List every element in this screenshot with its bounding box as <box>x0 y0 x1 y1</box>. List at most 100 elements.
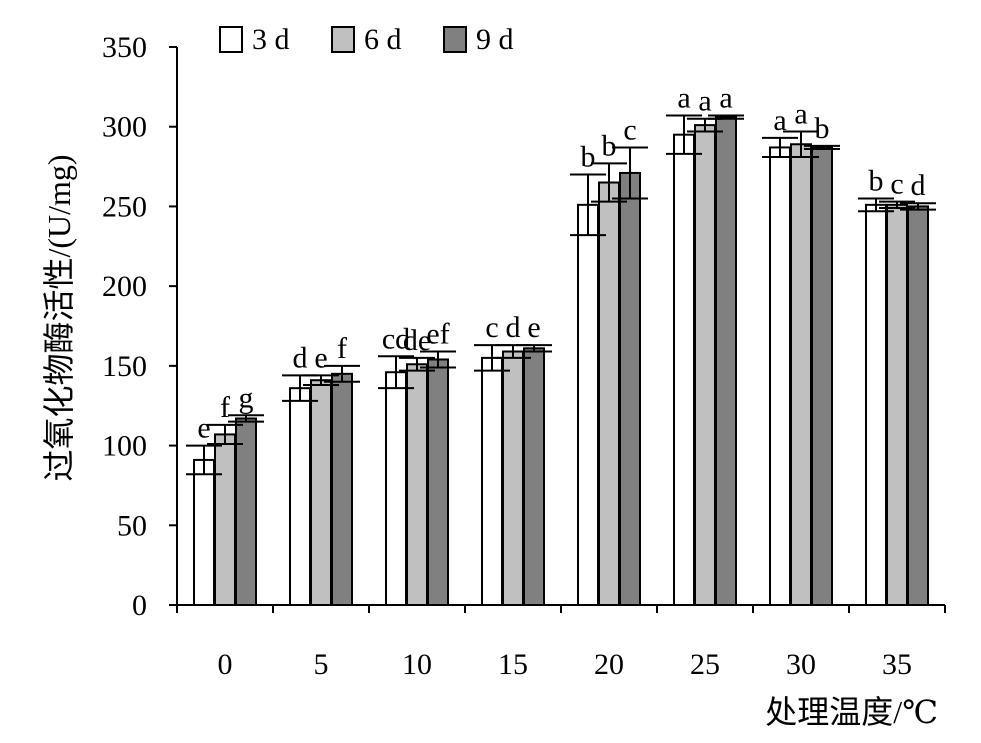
bar-20-2 <box>619 171 641 606</box>
bar-15-1 <box>502 350 524 606</box>
significance-label: e <box>527 311 540 344</box>
significance-label: cd <box>382 322 410 355</box>
significance-label: b <box>602 129 617 162</box>
significance-label: e <box>197 412 210 445</box>
x-tick-label: 35 <box>882 648 912 681</box>
significance-label: a <box>719 82 732 115</box>
legend-item-0: 3 d <box>219 23 290 56</box>
significance-label: f <box>337 332 347 365</box>
error-bar-35-2 <box>900 202 936 211</box>
bar-35-0 <box>865 203 887 606</box>
significance-label: f <box>220 391 230 424</box>
bar-15-0 <box>481 356 503 606</box>
x-tick-label: 0 <box>218 648 233 681</box>
y-tick-label: 250 <box>102 190 147 223</box>
x-tick-label: 20 <box>594 648 624 681</box>
error-bar-20-0 <box>570 173 606 237</box>
significance-label: b <box>815 112 830 145</box>
y-tick-label: 300 <box>102 111 147 144</box>
y-axis-title: 过氧化物酶活性/(U/mg) <box>41 154 77 481</box>
bar-30-0 <box>769 146 791 606</box>
error-bar-25-2 <box>708 114 744 120</box>
bar-15-2 <box>523 347 545 606</box>
error-bar-20-1 <box>591 162 627 203</box>
significance-label: b <box>581 141 596 174</box>
error-bar-20-2 <box>612 146 648 200</box>
significance-label: c <box>623 113 636 146</box>
error-bar-0-2 <box>228 414 264 423</box>
significance-label: e <box>314 341 327 374</box>
significance-label: g <box>239 381 254 414</box>
legend-swatch <box>331 26 355 53</box>
x-tick-label: 25 <box>690 648 720 681</box>
error-bar-0-1 <box>207 423 243 445</box>
error-bar-0-0 <box>186 444 222 476</box>
bar-20-0 <box>577 203 599 606</box>
error-bar-5-2 <box>324 364 360 383</box>
significance-label: de <box>403 324 431 357</box>
legend-label: 6 d <box>364 23 402 56</box>
legend-label: 9 d <box>476 23 514 56</box>
bar-10-2 <box>427 358 449 607</box>
significance-label: a <box>794 97 807 130</box>
y-tick-label: 350 <box>102 31 147 64</box>
y-tick-label: 0 <box>132 589 147 622</box>
y-tick-label: 50 <box>117 509 147 542</box>
y-tick-label: 200 <box>102 270 147 303</box>
significance-label: d <box>911 169 926 202</box>
significance-label: b <box>869 164 884 197</box>
significance-label: a <box>773 104 786 137</box>
error-bar-25-0 <box>666 114 702 155</box>
legend-item-1: 6 d <box>331 23 402 56</box>
bar-30-1 <box>790 143 812 606</box>
legend: 3 d 6 d 9 d <box>219 23 514 56</box>
error-bar-10-0 <box>378 355 414 390</box>
significance-label: d <box>293 341 308 374</box>
significance-label: c <box>890 168 903 201</box>
legend-swatch <box>219 26 243 53</box>
bar-25-1 <box>694 124 716 607</box>
x-tick-label: 5 <box>314 648 329 681</box>
error-bar-30-2 <box>804 144 840 151</box>
error-bar-30-1 <box>783 130 819 159</box>
error-bar-35-1 <box>879 200 915 210</box>
bar-5-0 <box>289 387 311 607</box>
y-tick-label: 100 <box>102 430 147 463</box>
error-bars-layer <box>186 114 936 476</box>
bar-30-2 <box>811 146 833 606</box>
bar-10-1 <box>406 363 428 606</box>
significance-label: ef <box>426 318 449 351</box>
bar-5-2 <box>331 372 353 607</box>
significance-label: c <box>485 311 498 344</box>
bar-35-1 <box>886 203 908 606</box>
error-bar-5-1 <box>303 374 339 386</box>
legend-label: 3 d <box>252 23 290 56</box>
significance-label: a <box>698 85 711 118</box>
bar-35-2 <box>907 205 929 607</box>
error-bar-10-2 <box>420 350 456 369</box>
bar-25-2 <box>715 116 737 607</box>
bar-5-1 <box>310 379 332 606</box>
x-tick-label: 10 <box>402 648 432 681</box>
y-tick-label: 150 <box>102 350 147 383</box>
bar-20-1 <box>598 181 620 606</box>
legend-swatch <box>443 26 467 53</box>
x-tick-label: 15 <box>498 648 528 681</box>
bar-10-0 <box>385 371 407 606</box>
bar-0-1 <box>214 433 236 607</box>
significance-label: a <box>677 82 690 115</box>
bar-25-0 <box>673 133 695 607</box>
error-bar-35-0 <box>858 197 894 213</box>
legend-item-2: 9 d <box>443 23 514 56</box>
error-bar-10-1 <box>399 356 435 372</box>
x-tick-label: 30 <box>786 648 816 681</box>
bar-0-0 <box>193 458 215 607</box>
significance-label: d <box>506 311 521 344</box>
bar-0-2 <box>235 417 257 606</box>
error-bar-15-2 <box>516 344 552 353</box>
x-axis-title: 处理温度/℃ <box>765 694 938 730</box>
